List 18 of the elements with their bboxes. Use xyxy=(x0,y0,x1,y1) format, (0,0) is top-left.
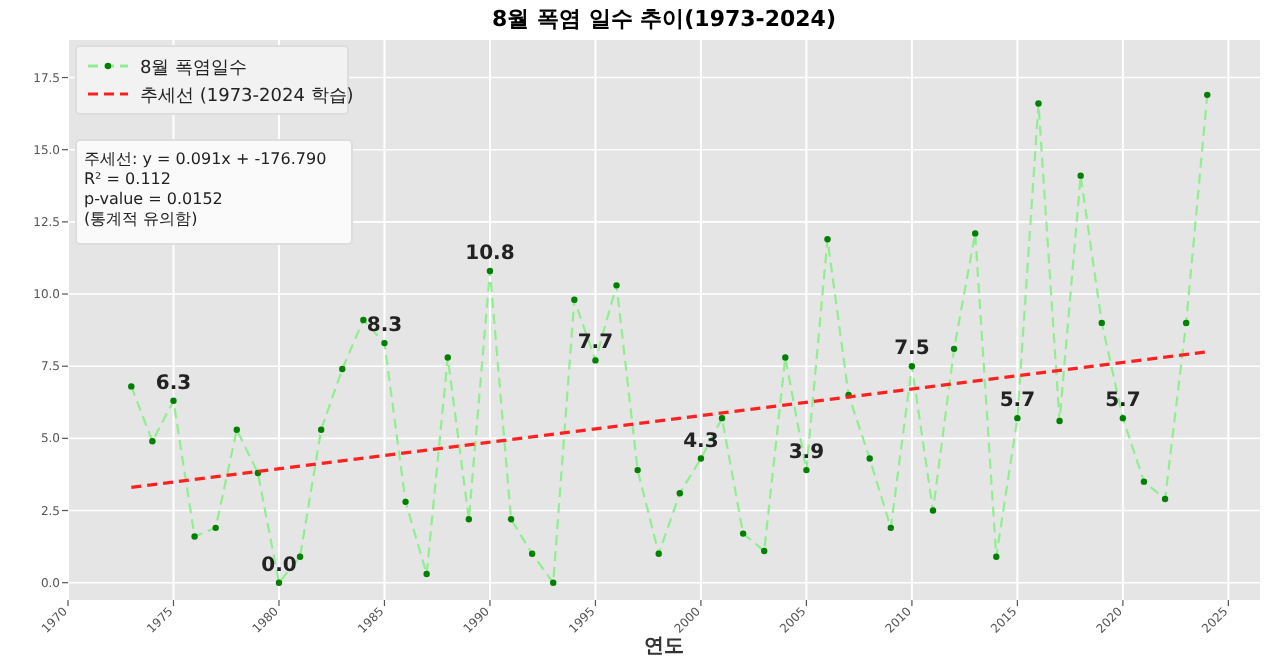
data-label: 0.0 xyxy=(261,554,297,577)
data-label: 6.3 xyxy=(155,372,192,395)
legend-label: 추세선 (1973-2024 학습) xyxy=(140,87,354,107)
data-label: 4.3 xyxy=(683,430,719,453)
data-label: 7.7 xyxy=(577,332,614,355)
legend-label: 8월 폭염일수 xyxy=(140,59,248,79)
x-axis-title: 연도 xyxy=(644,636,684,658)
data-label: 3.9 xyxy=(788,442,825,465)
annotation: R² = 0.112 xyxy=(84,170,171,188)
annotation: p-value = 0.0152 xyxy=(84,190,223,208)
data-label: 8.3 xyxy=(366,315,403,338)
annotation: (통계적 유의함) xyxy=(84,210,198,228)
chart-title: 8월 폭염 일수 추이(1973-2024) xyxy=(492,6,836,32)
data-label: 5.7 xyxy=(999,390,1036,413)
annotation: 주세선: y = 0.091x + -176.790 xyxy=(84,150,327,168)
data-label: 7.5 xyxy=(894,338,930,361)
data-label: 5.7 xyxy=(1105,390,1141,413)
data-label: 10.8 xyxy=(465,242,515,265)
